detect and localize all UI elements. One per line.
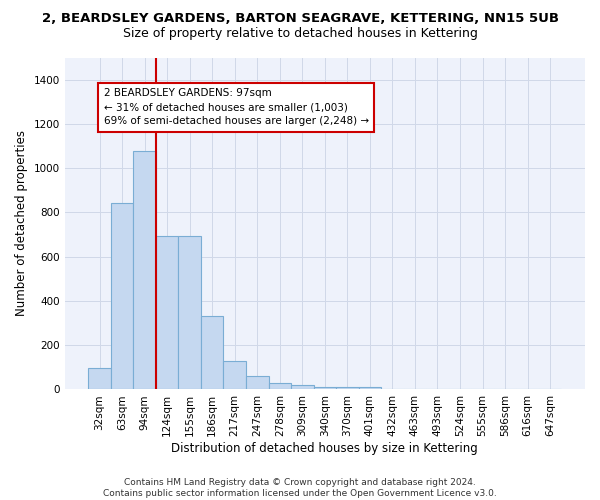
Bar	[201, 316, 223, 390]
Bar	[246, 376, 269, 390]
Bar	[88, 368, 111, 390]
Bar	[269, 383, 291, 390]
Bar	[178, 236, 201, 390]
Bar	[291, 385, 314, 390]
Text: Size of property relative to detached houses in Kettering: Size of property relative to detached ho…	[122, 28, 478, 40]
Bar	[223, 361, 246, 390]
Bar	[111, 203, 133, 390]
X-axis label: Distribution of detached houses by size in Kettering: Distribution of detached houses by size …	[172, 442, 478, 455]
Bar	[359, 387, 381, 390]
Bar	[156, 236, 178, 390]
Text: 2 BEARDSLEY GARDENS: 97sqm
← 31% of detached houses are smaller (1,003)
69% of s: 2 BEARDSLEY GARDENS: 97sqm ← 31% of deta…	[104, 88, 369, 126]
Bar	[133, 150, 156, 390]
Y-axis label: Number of detached properties: Number of detached properties	[15, 130, 28, 316]
Text: 2, BEARDSLEY GARDENS, BARTON SEAGRAVE, KETTERING, NN15 5UB: 2, BEARDSLEY GARDENS, BARTON SEAGRAVE, K…	[41, 12, 559, 26]
Text: Contains HM Land Registry data © Crown copyright and database right 2024.
Contai: Contains HM Land Registry data © Crown c…	[103, 478, 497, 498]
Bar	[336, 387, 359, 390]
Bar	[314, 386, 336, 390]
